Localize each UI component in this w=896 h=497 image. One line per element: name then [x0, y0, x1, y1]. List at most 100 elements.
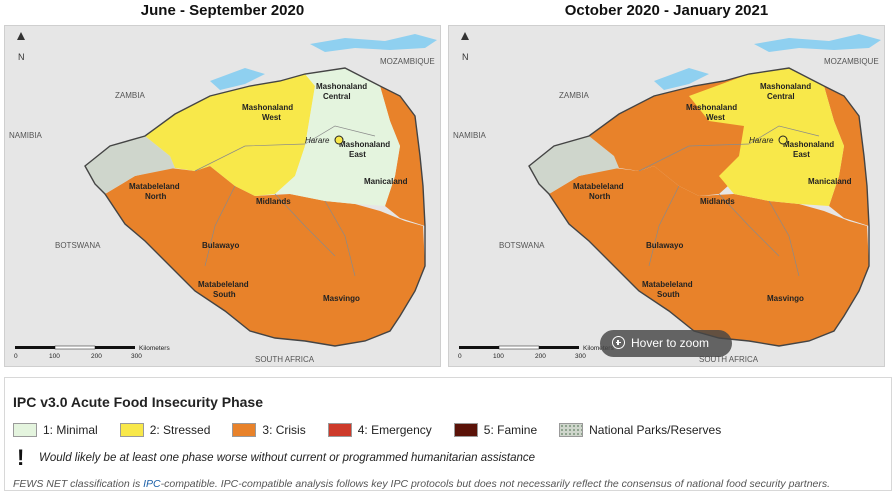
label-mashonaland-west-1: Mashonaland	[242, 103, 293, 112]
label-harare: Harare	[305, 136, 330, 145]
zimbabwe-map-1: N ZAMBIA MOZAMBIQUE NAMIBIA BOTSWANA SOU…	[9, 32, 437, 364]
north-arrow-label: N	[18, 52, 25, 62]
label-mashonaland-west-2: West	[262, 113, 281, 122]
hover-to-zoom-button[interactable]: Hover to zoom	[600, 330, 732, 357]
legend-title: IPC v3.0 Acute Food Insecurity Phase	[13, 394, 264, 410]
scale-unit: Kilometers	[583, 345, 614, 352]
country-border	[528, 67, 870, 347]
legend-swatch-minimal	[13, 423, 37, 437]
footer-text-before: FEWS NET classification is	[13, 478, 144, 490]
label-mashonaland-west-2: West	[706, 113, 725, 122]
label-midlands: Midlands	[256, 197, 291, 206]
legend-note-text: Would likely be at least one phase worse…	[39, 452, 536, 464]
scale-tick-100: 100	[493, 353, 504, 360]
label-matabeleland-south-2: South	[213, 290, 236, 299]
label-mashonaland-central-2: Central	[323, 92, 351, 101]
legend-items: 1: Minimal 2: Stressed 3: Crisis 4: Emer…	[13, 423, 743, 437]
scale-tick-200: 200	[91, 353, 102, 360]
north-arrow-icon	[17, 32, 25, 40]
legend-swatch-famine	[453, 423, 478, 437]
label-matabeleland-north-1: Matabeleland	[573, 182, 624, 191]
scale-tick-100: 100	[49, 353, 60, 360]
label-mashonaland-central-2: Central	[767, 92, 795, 101]
lake-kariba	[654, 68, 709, 90]
region-north	[145, 74, 315, 196]
label-south-africa: SOUTH AFRICA	[699, 355, 759, 364]
harare-marker	[334, 135, 344, 145]
label-harare: Harare	[749, 136, 774, 145]
label-bulawayo: Bulawayo	[646, 241, 683, 250]
district-lines	[638, 125, 820, 277]
legend-label-emergency: 4: Emergency	[357, 423, 432, 437]
label-matabeleland-south-1: Matabeleland	[642, 280, 693, 289]
label-mashonaland-central-1: Mashonaland	[316, 82, 367, 91]
map-title-june-september: June - September 2020	[140, 2, 305, 19]
hover-to-zoom-label: Hover to zoom	[631, 336, 710, 350]
region-west-parks	[85, 136, 175, 194]
region-northeast	[689, 68, 844, 206]
legend-note: ! Would likely be at least one phase wor…	[17, 445, 535, 471]
legend-item-stressed: 2: Stressed	[119, 423, 211, 437]
label-mashonaland-east-1: Mashonaland	[783, 140, 834, 149]
legend-item-minimal: 1: Minimal	[13, 423, 98, 437]
label-botswana: BOTSWANA	[499, 241, 545, 250]
legend-item-parks: National Parks/Reserves	[559, 423, 721, 437]
legend-swatch-parks	[559, 423, 584, 437]
legend-item-crisis: 3: Crisis	[232, 423, 306, 437]
label-namibia: NAMIBIA	[9, 131, 43, 140]
footer-note: FEWS NET classification is IPC-compatibl…	[13, 478, 830, 490]
scale-bar-segment	[498, 345, 540, 350]
label-mashonaland-east-2: East	[349, 150, 366, 159]
ipc-link[interactable]: IPC	[143, 478, 161, 490]
map-panel-june-september[interactable]: N ZAMBIA MOZAMBIQUE NAMIBIA BOTSWANA SOU…	[4, 25, 441, 367]
map-panel-october-january[interactable]: N ZAMBIA MOZAMBIQUE NAMIBIA BOTSWANA SOU…	[448, 25, 885, 367]
scale-tick-0: 0	[458, 353, 462, 360]
label-mozambique: MOZAMBIQUE	[824, 57, 879, 66]
label-bulawayo: Bulawayo	[202, 241, 239, 250]
label-matabeleland-south-1: Matabeleland	[198, 280, 249, 289]
water-body	[310, 34, 437, 52]
region-south	[549, 166, 869, 346]
scale-tick-300: 300	[575, 353, 586, 360]
legend-swatch-emergency	[327, 423, 352, 437]
north-arrow-icon	[461, 32, 469, 40]
zimbabwe-map-2: N ZAMBIA MOZAMBIQUE NAMIBIA BOTSWANA SOU…	[453, 32, 881, 364]
north-arrow-label: N	[462, 52, 469, 62]
label-midlands: Midlands	[700, 197, 735, 206]
zoom-in-icon	[612, 336, 625, 349]
scale-tick-0: 0	[14, 353, 18, 360]
label-mozambique: MOZAMBIQUE	[380, 57, 435, 66]
country-border	[84, 67, 426, 347]
label-matabeleland-north-2: North	[589, 192, 610, 201]
label-south-africa: SOUTH AFRICA	[255, 355, 315, 364]
legend-item-emergency: 4: Emergency	[327, 423, 432, 437]
water-body	[754, 34, 881, 52]
label-zambia: ZAMBIA	[115, 91, 145, 100]
label-botswana: BOTSWANA	[55, 241, 101, 250]
harare-marker	[778, 135, 788, 145]
label-masvingo: Masvingo	[323, 294, 360, 303]
legend-label-minimal: 1: Minimal	[43, 423, 98, 437]
label-namibia: NAMIBIA	[453, 131, 487, 140]
region-east	[824, 86, 869, 226]
scale-bar-segment	[54, 345, 96, 350]
legend-swatch-stressed	[119, 423, 144, 437]
scale-unit: Kilometers	[139, 345, 170, 352]
label-matabeleland-north-2: North	[145, 192, 166, 201]
legend-label-famine: 5: Famine	[483, 423, 538, 437]
legend-label-stressed: 2: Stressed	[149, 423, 211, 437]
legend-panel: IPC v3.0 Acute Food Insecurity Phase 1: …	[4, 377, 892, 491]
label-mashonaland-east-2: East	[793, 150, 810, 159]
legend-swatch-crisis	[232, 423, 257, 437]
label-matabeleland-south-2: South	[657, 290, 680, 299]
region-west-parks	[529, 136, 619, 194]
map-title-october-january: October 2020 - January 2021	[564, 2, 769, 19]
district-lines	[194, 125, 376, 277]
label-manicaland: Manicaland	[364, 177, 408, 186]
region-south	[105, 166, 425, 346]
lake-kariba	[210, 68, 265, 90]
region-east	[380, 86, 425, 226]
legend-label-crisis: 3: Crisis	[262, 423, 306, 437]
label-mashonaland-east-1: Mashonaland	[339, 140, 390, 149]
scale-tick-300: 300	[131, 353, 142, 360]
